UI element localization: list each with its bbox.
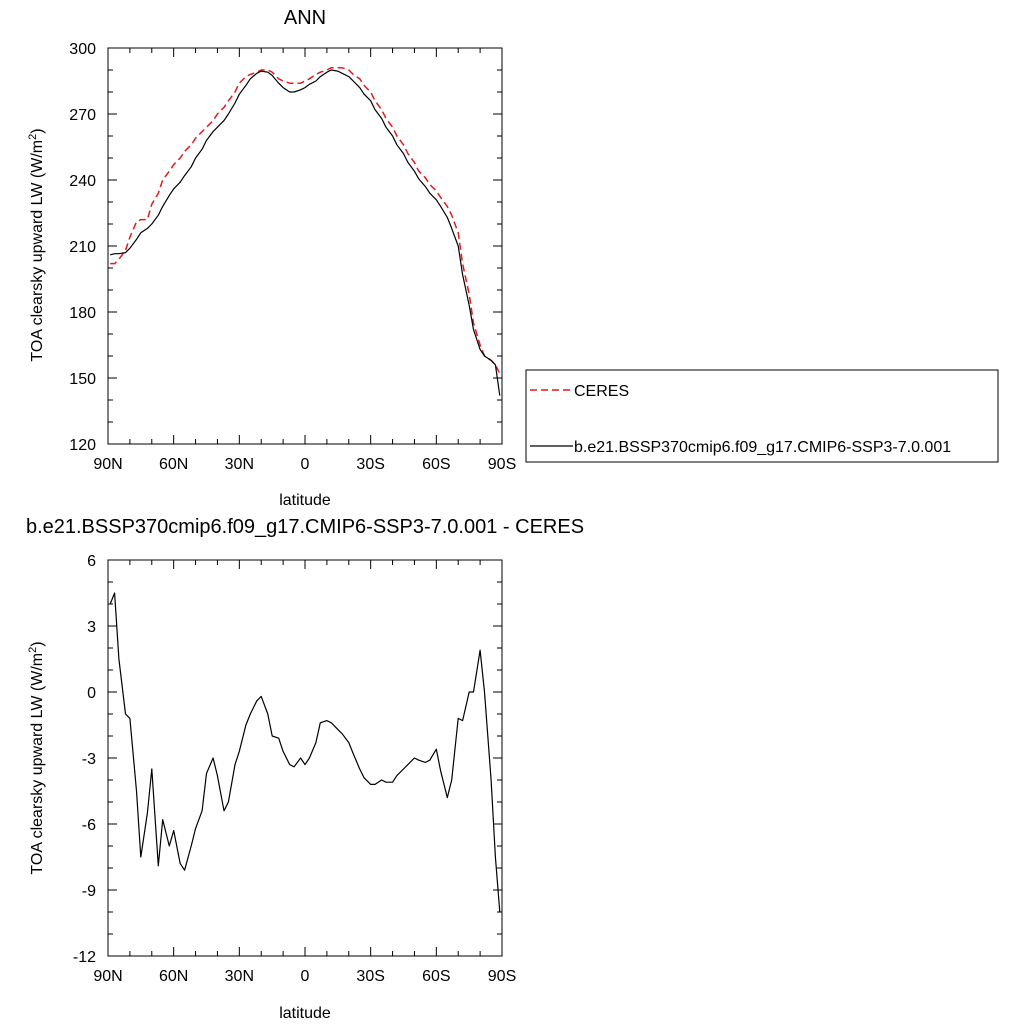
legend: CERES b.e21.BSSP370cmip6.f09_g17.CMIP6-S… (525, 369, 999, 463)
top-y-tick-label: 150 (69, 371, 96, 388)
top-series-line-model (110, 69, 501, 396)
bottom-x-tick-label: 60N (159, 968, 188, 985)
legend-label-model: b.e21.BSSP370cmip6.f09_g17.CMIP6-SSP3-7.… (574, 439, 951, 456)
legend-label-ceres: CERES (574, 383, 629, 400)
top-x-tick-label: 60N (159, 456, 188, 473)
bottom-y-tick-label: 3 (87, 619, 96, 636)
top-x-tick-label: 90N (93, 456, 122, 473)
bottom-x-tick-label: 60S (422, 968, 450, 985)
bottom-chart-title: b.e21.BSSP370cmip6.f09_g17.CMIP6-SSP3-7.… (26, 516, 584, 538)
top-x-tick-label: 60S (422, 456, 450, 473)
top-x-tick-label: 90S (488, 456, 516, 473)
top-x-tick-label: 30S (356, 456, 384, 473)
bottom-x-tick-label: 0 (301, 968, 310, 985)
top-y-tick-label: 300 (69, 41, 96, 58)
bottom-plot-frame (107, 559, 503, 957)
bottom-y-axis-label: TOA clearsky upward LW (W/m2) (27, 641, 46, 874)
top-y-tick-label: 180 (69, 305, 96, 322)
bottom-y-tick-label: 0 (87, 685, 96, 702)
top-chart-title: ANN (284, 7, 326, 29)
top-x-tick-label: 0 (301, 456, 310, 473)
top-y-tick-label: 210 (69, 239, 96, 256)
bottom-x-axis-label: latitude (279, 1005, 331, 1022)
bottom-y-tick-label: -3 (82, 751, 96, 768)
bottom-x-tick-label: 90S (488, 968, 516, 985)
svg-text:TOA clearsky upward LW (W/m2): TOA clearsky upward LW (W/m2) (27, 641, 46, 874)
bottom-x-tick-label: 30N (225, 968, 254, 985)
bottom-y-tick-label: -6 (82, 817, 96, 834)
bottom-chart: b.e21.BSSP370cmip6.f09_g17.CMIP6-SSP3-7.… (26, 516, 584, 1022)
top-series-line-ceres (110, 67, 501, 374)
svg-text:TOA clearsky upward LW (W/m2): TOA clearsky upward LW (W/m2) (27, 128, 46, 361)
top-x-tick-label: 30N (225, 456, 254, 473)
top-x-axis-label: latitude (279, 492, 331, 509)
bottom-x-tick-label: 90N (93, 968, 122, 985)
legend-box (525, 369, 999, 463)
top-y-axis-label: TOA clearsky upward LW (W/m2) (27, 128, 46, 361)
bottom-y-tick-label: -12 (73, 949, 96, 966)
top-chart: ANN TOA clearsky upward LW (W/m2) latitu… (27, 7, 516, 509)
bottom-y-tick-label: -9 (82, 883, 96, 900)
top-y-tick-label: 270 (69, 107, 96, 124)
top-y-tick-label: 240 (69, 173, 96, 190)
bottom-series-line-difference (109, 592, 501, 913)
bottom-y-tick-label: 6 (87, 553, 96, 570)
top-plot-frame (107, 47, 503, 445)
top-y-tick-label: 120 (69, 437, 96, 454)
bottom-x-tick-label: 30S (356, 968, 384, 985)
